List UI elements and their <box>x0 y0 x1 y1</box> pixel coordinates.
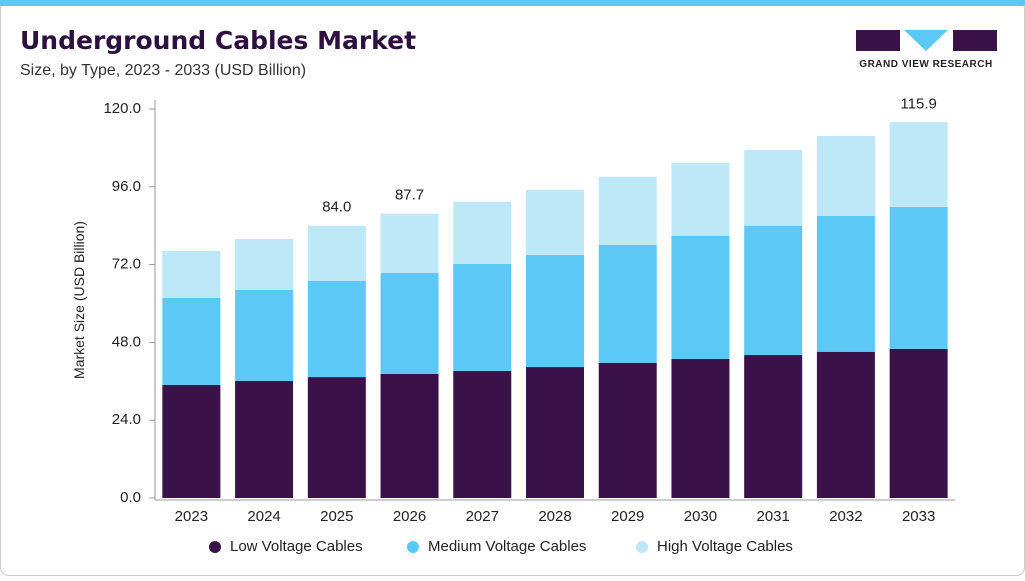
logo: GRAND VIEW RESEARCH <box>856 30 997 70</box>
x-tick-label: 2031 <box>756 508 789 525</box>
y-tick-label: 24.0 <box>112 411 141 428</box>
legend-swatch <box>407 541 419 553</box>
x-tick-label: 2027 <box>466 508 499 525</box>
bar-segment <box>526 367 584 498</box>
bar-segment <box>889 206 948 349</box>
bar-segment <box>162 250 221 298</box>
legend-label: High Voltage Cables <box>657 538 793 555</box>
bar-segment <box>816 135 875 216</box>
bar-segment <box>598 362 657 498</box>
bar-segment <box>380 373 439 498</box>
bar-segment <box>816 351 875 498</box>
bar-segment <box>307 225 366 281</box>
bar-segment <box>235 238 294 290</box>
bar-segment <box>671 235 730 359</box>
bar-segment <box>889 122 948 207</box>
bar-segment <box>744 225 803 356</box>
bar-segment <box>526 189 584 255</box>
bar-segment <box>162 297 221 385</box>
y-tick-label: 72.0 <box>112 256 141 273</box>
bar-segment <box>598 176 657 245</box>
chart-title: Underground Cables Market <box>20 26 416 55</box>
x-tick-label: 2025 <box>320 508 353 525</box>
bar-segment <box>235 380 294 498</box>
legend-swatch <box>209 541 221 553</box>
x-tick-label: 2024 <box>247 508 280 525</box>
bar-segment <box>671 358 730 498</box>
x-tick-label: 2029 <box>611 508 644 525</box>
bar-segment <box>380 273 439 374</box>
legend-swatch <box>636 541 648 553</box>
y-tick-label: 120.0 <box>103 100 141 117</box>
logo-text: GRAND VIEW RESEARCH <box>859 59 992 70</box>
logo-block <box>904 30 948 51</box>
bar-segment <box>162 384 221 498</box>
bar-segment <box>235 289 294 381</box>
total-label: 84.0 <box>322 199 351 216</box>
x-tick-label: 2030 <box>684 508 717 525</box>
logo-block <box>856 30 900 51</box>
bar-segment <box>889 348 948 498</box>
x-tick-label: 2028 <box>538 508 571 525</box>
bar-segment <box>453 263 512 371</box>
bar-segment <box>671 162 730 236</box>
bar-segment <box>453 370 512 498</box>
bar-segment <box>744 355 803 498</box>
y-tick-label: 48.0 <box>112 333 141 350</box>
x-tick-label: 2026 <box>393 508 426 525</box>
bar-segment <box>307 280 366 378</box>
x-tick-label: 2032 <box>829 508 862 525</box>
bar-segment <box>380 213 439 274</box>
top-stripe <box>0 0 1025 6</box>
bar-segment <box>453 201 512 264</box>
total-label: 87.7 <box>395 187 424 204</box>
bar-segment <box>526 254 584 368</box>
x-tick-label: 2033 <box>902 508 935 525</box>
y-tick-label: 0.0 <box>120 489 141 506</box>
y-tick-label: 96.0 <box>112 178 141 195</box>
logo-block <box>953 30 997 51</box>
chart-subtitle: Size, by Type, 2023 - 2033 (USD Billion) <box>20 62 306 79</box>
bar-segment <box>307 377 366 498</box>
y-axis-label: Market Size (USD Billion) <box>71 221 87 379</box>
total-label: 115.9 <box>900 95 936 112</box>
bar-segment <box>744 149 803 226</box>
bar-segment <box>598 244 657 363</box>
legend-label: Low Voltage Cables <box>230 538 363 555</box>
x-tick-label: 2023 <box>175 508 208 525</box>
bar-segment <box>816 215 875 352</box>
legend-label: Medium Voltage Cables <box>428 538 586 555</box>
